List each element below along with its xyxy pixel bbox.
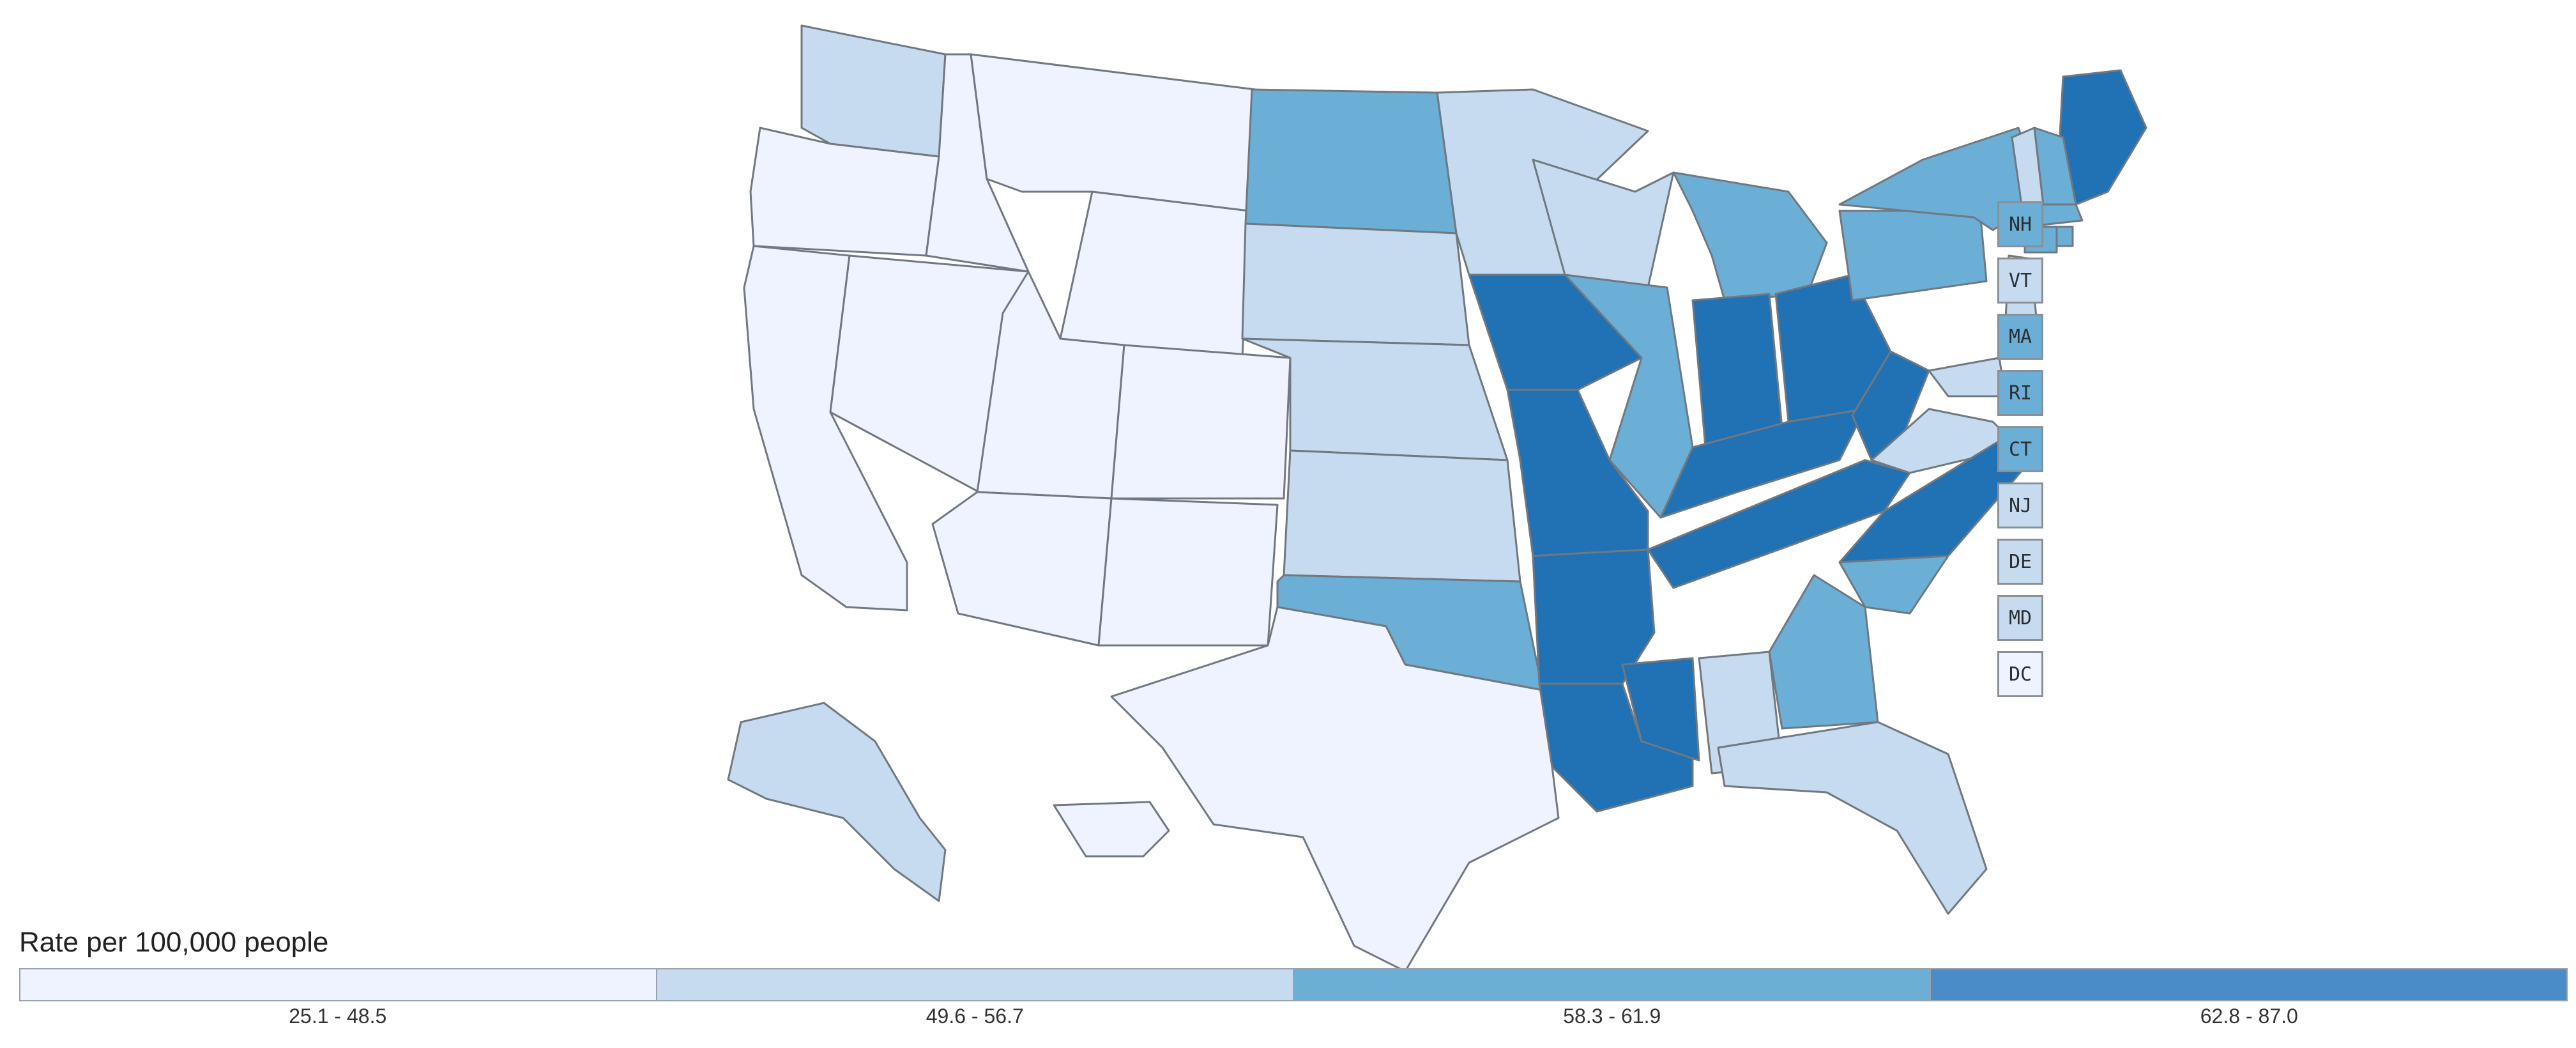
state-wy[interactable] (1059, 190, 1250, 359)
state-wi[interactable] (1532, 158, 1675, 289)
legend-swatch-2 (657, 969, 1294, 1000)
small-state-box-de[interactable]: DE (1997, 539, 2043, 585)
small-state-box-dc[interactable]: DC (1997, 651, 2043, 697)
state-md[interactable] (1928, 357, 2007, 397)
state-az[interactable] (931, 491, 1113, 647)
small-state-box-ma[interactable]: MA (1997, 314, 2043, 360)
legend-swatch-3 (1294, 969, 1931, 1000)
state-pa[interactable] (1838, 210, 1988, 302)
state-tn[interactable] (1647, 459, 1911, 589)
small-state-box-vt[interactable]: VT (1997, 258, 2043, 304)
state-me[interactable] (2059, 69, 2147, 206)
legend-color-bar (19, 968, 2568, 1001)
state-wv[interactable] (1851, 350, 1930, 461)
legend-bin-label-1: 25.1 - 48.5 (289, 1005, 387, 1028)
small-states-key: NH VT MA RI CT NJ DE MD DC (1997, 201, 2043, 707)
legend-bin-label-2: 49.6 - 56.7 (926, 1005, 1024, 1028)
legend-swatch-4 (1931, 969, 2566, 1000)
state-nc[interactable] (1838, 440, 2032, 564)
state-sd[interactable] (1241, 222, 1470, 346)
legend-title: Rate per 100,000 people (19, 927, 329, 958)
state-ri[interactable] (2055, 226, 2074, 247)
state-nd[interactable] (1244, 88, 1458, 235)
state-ga[interactable] (1768, 574, 1879, 730)
state-in[interactable] (1691, 293, 1783, 449)
small-state-box-ct[interactable]: CT (1997, 426, 2043, 472)
state-mi[interactable] (1672, 171, 1828, 302)
state-co[interactable] (1110, 344, 1292, 500)
small-state-box-nj[interactable]: NJ (1997, 482, 2043, 528)
state-hi[interactable] (1053, 801, 1170, 858)
state-mo[interactable] (1506, 389, 1649, 557)
state-la[interactable] (1538, 682, 1694, 813)
state-ms[interactable] (1621, 657, 1700, 762)
small-state-box-md[interactable]: MD (1997, 595, 2043, 641)
state-fl[interactable] (1717, 721, 1988, 915)
small-state-box-nh[interactable]: NH (1997, 201, 2043, 247)
legend-swatch-1 (20, 969, 657, 1000)
small-state-box-ri[interactable]: RI (1997, 370, 2043, 416)
legend-bin-label-4: 62.8 - 87.0 (2200, 1005, 2298, 1028)
state-mt[interactable] (970, 53, 1256, 212)
state-ky[interactable] (1659, 408, 1866, 519)
state-tx[interactable] (1110, 606, 1560, 973)
state-nm[interactable] (1097, 497, 1279, 647)
state-ks[interactable] (1283, 449, 1521, 583)
legend-bin-label-3: 58.3 - 61.9 (1563, 1005, 1661, 1028)
state-sc[interactable] (1838, 555, 1949, 615)
state-wa[interactable] (800, 24, 947, 158)
state-ar[interactable] (1532, 548, 1656, 685)
state-ak[interactable] (727, 702, 947, 902)
legend-labels: 25.1 - 48.5 49.6 - 56.7 58.3 - 61.9 62.8 - … (19, 1005, 2568, 1028)
